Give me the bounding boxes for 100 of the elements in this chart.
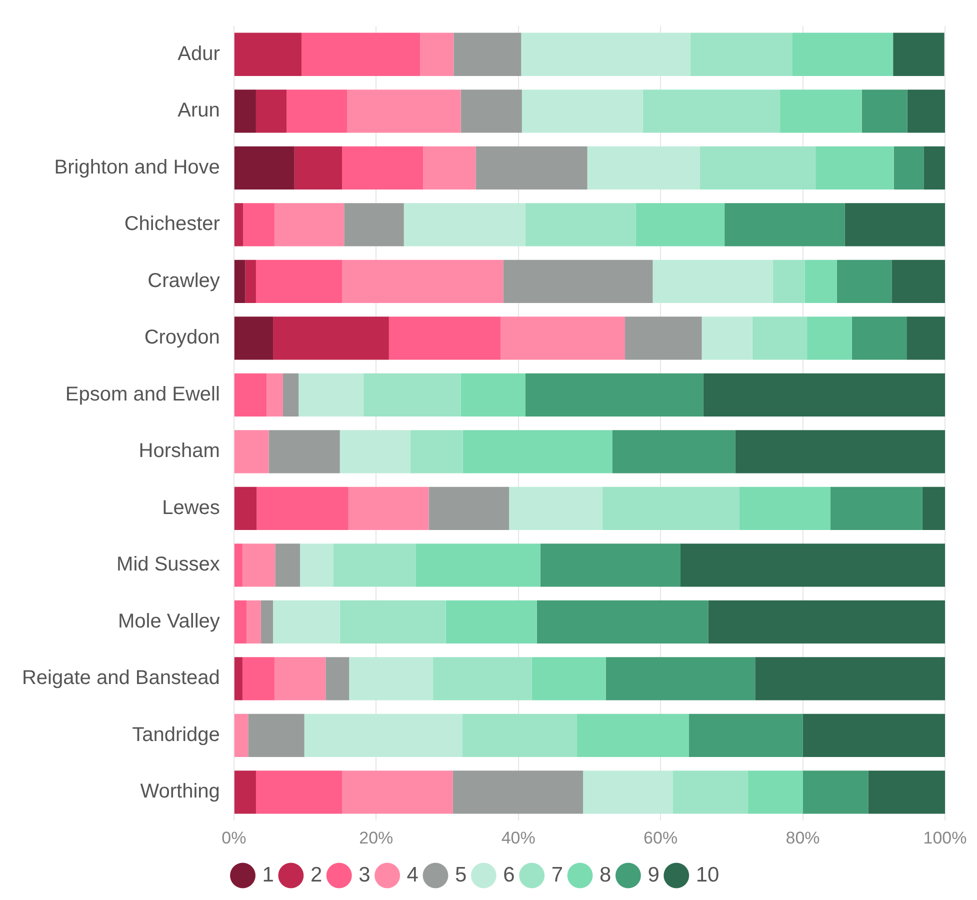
bar (246, 600, 261, 644)
legend-label: 7 (551, 863, 564, 886)
y-tick-label: Mole Valley (118, 610, 220, 632)
bar (672, 770, 748, 814)
bar (273, 600, 340, 644)
y-tick-label: Crawley (148, 270, 220, 292)
bar (423, 146, 476, 190)
y-tick-label: Mid Sussex (116, 554, 220, 576)
bar (234, 544, 242, 587)
bar (852, 316, 907, 360)
bar (907, 90, 945, 133)
bar (234, 32, 302, 76)
bar (245, 260, 256, 303)
bar (349, 657, 434, 700)
bar (735, 430, 945, 474)
bar (690, 32, 792, 76)
bar (804, 260, 837, 303)
bar (862, 90, 908, 133)
bar (342, 146, 424, 190)
bar (234, 657, 242, 700)
bar (894, 146, 924, 190)
y-tick-label: Reigate and Banstead (22, 667, 220, 690)
y-tick-label: Arun (178, 100, 220, 122)
bar (234, 146, 294, 190)
bar (416, 544, 540, 587)
legend-label: 2 (310, 863, 322, 886)
y-tick-label: Chichester (124, 213, 220, 236)
bar (234, 486, 257, 530)
bar (256, 486, 348, 530)
bar (462, 714, 577, 758)
bar (708, 600, 945, 644)
bar (830, 486, 922, 530)
bar (702, 316, 752, 360)
bar (333, 544, 416, 587)
bar (802, 714, 945, 758)
bar (807, 316, 852, 360)
bar (816, 146, 894, 190)
legend-label: 1 (262, 863, 274, 886)
bar (906, 316, 945, 360)
bar (294, 146, 342, 190)
bar (536, 600, 708, 644)
bar (248, 714, 304, 758)
bar (242, 657, 274, 700)
bar (256, 90, 287, 133)
bar (348, 486, 429, 530)
bar (388, 316, 501, 360)
legend-label: 6 (503, 863, 515, 886)
bar (460, 373, 526, 416)
y-tick-label: Worthing (140, 780, 220, 803)
bar (500, 316, 626, 360)
bar (540, 544, 680, 587)
bar (748, 770, 803, 814)
bar (703, 373, 945, 416)
bar (724, 203, 845, 246)
x-tick-label: 60% (644, 828, 678, 848)
bar (922, 486, 945, 530)
bar (298, 373, 364, 416)
bar (300, 544, 334, 587)
bar (606, 657, 756, 700)
bar (625, 316, 702, 360)
legend-label: 3 (358, 863, 370, 886)
bar (454, 32, 522, 76)
bar (344, 203, 404, 246)
bar (740, 486, 831, 530)
bar (410, 430, 463, 474)
bar (420, 32, 454, 76)
bar (652, 260, 773, 303)
bar (893, 32, 944, 76)
bar (242, 544, 276, 587)
x-tick-label: 80% (786, 828, 820, 848)
legend-label: 10 (696, 863, 720, 886)
bar (780, 90, 862, 133)
y-tick-label: Croydon (144, 326, 220, 349)
bar (700, 146, 816, 190)
bar (924, 146, 945, 190)
bar (234, 430, 269, 474)
bar (802, 770, 868, 814)
bar (532, 657, 606, 700)
bar (273, 316, 389, 360)
y-tick-label: Brighton and Hove (54, 156, 220, 178)
legend-label: 9 (648, 863, 660, 886)
bar (326, 657, 350, 700)
bar (234, 373, 267, 416)
bar (525, 203, 636, 246)
bar (680, 544, 945, 587)
bar (256, 260, 342, 303)
bar (404, 203, 526, 246)
bar (301, 32, 420, 76)
bar (234, 90, 256, 133)
y-tick-label: Adur (178, 42, 220, 65)
legend-label: 4 (406, 863, 419, 886)
bar (772, 260, 805, 303)
bar (892, 260, 945, 303)
bar (583, 770, 673, 814)
x-tick-label: 20% (359, 828, 394, 848)
bar (234, 600, 247, 644)
bar (446, 600, 537, 644)
bar (612, 430, 736, 474)
bar (522, 90, 643, 133)
bar (752, 316, 808, 360)
